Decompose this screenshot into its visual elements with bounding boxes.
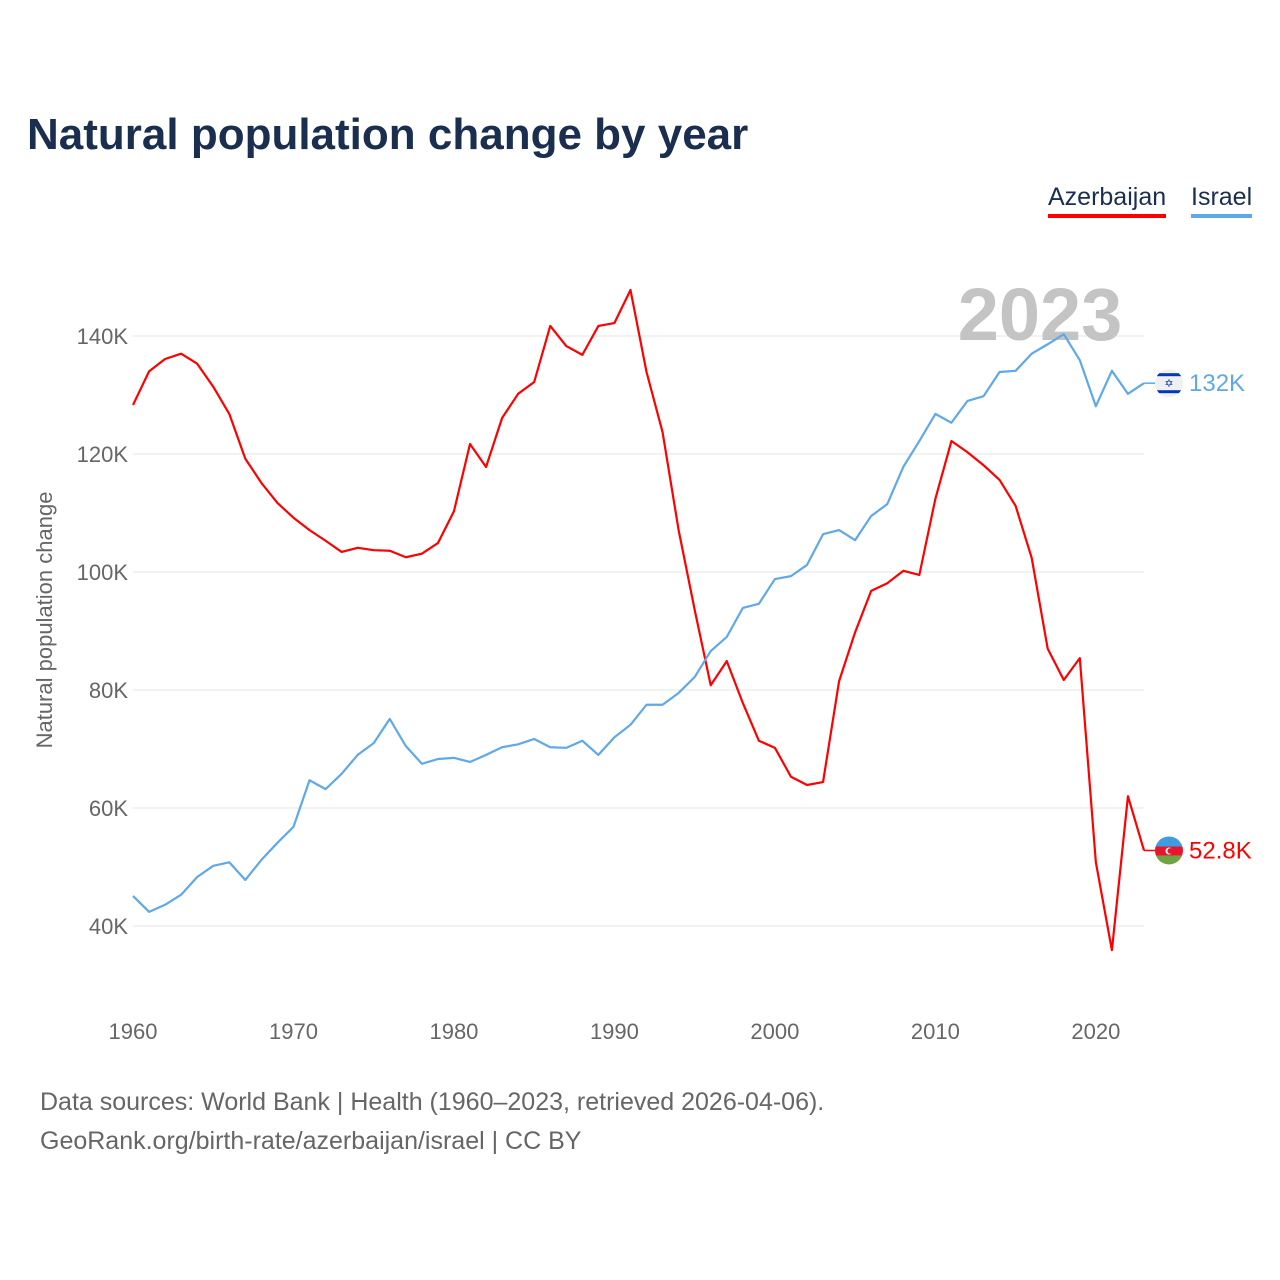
end-value-label: 52.8K (1189, 837, 1252, 864)
series-line-israel (132, 333, 1145, 913)
y-tick-label: 120K (77, 442, 129, 467)
x-tick-label: 2010 (911, 1019, 960, 1044)
y-tick-label: 80K (89, 678, 128, 703)
y-tick-label: 60K (89, 796, 128, 821)
series-line-azerbaijan (132, 288, 1146, 952)
y-tick-label: 100K (77, 560, 129, 585)
flag-body: ✡ (1155, 369, 1183, 398)
flag-stripe-green (1155, 855, 1183, 865)
y-axis-label: Natural population change (32, 492, 57, 749)
flag-body (1155, 836, 1183, 865)
footer-link[interactable]: GeoRank.org/birth-rate/azerbaijan/israel… (40, 1127, 582, 1155)
star-of-david: ✡ (1164, 378, 1173, 390)
footer-sources: Data sources: World Bank | Health (1960–… (40, 1088, 825, 1116)
flag-stripe-bottom (1155, 390, 1183, 394)
y-tick-label: 40K (89, 914, 128, 939)
x-tick-label: 1990 (590, 1019, 639, 1044)
x-tick-label: 2020 (1071, 1019, 1120, 1044)
chart-title: Natural population change by year (27, 110, 749, 159)
israel-flag-icon: ✡ (1155, 369, 1183, 398)
y-tick-label: 140K (77, 324, 129, 349)
x-tick-label: 2000 (750, 1019, 799, 1044)
x-tick-label: 1980 (429, 1019, 478, 1044)
x-tick-label: 1970 (269, 1019, 318, 1044)
flag-stripe-blue (1155, 836, 1183, 847)
legend-item-azerbaijan[interactable]: Azerbaijan (1048, 183, 1167, 218)
legend-item-israel[interactable]: Israel (1191, 183, 1253, 218)
flag-crescent-cut (1167, 848, 1173, 854)
x-tick-label: 1960 (109, 1019, 158, 1044)
end-value-label: 132K (1189, 370, 1245, 397)
year-watermark: 2023 (958, 273, 1123, 356)
azerbaijan-flag-icon (1155, 836, 1183, 865)
flag-stripe-top (1155, 373, 1183, 377)
